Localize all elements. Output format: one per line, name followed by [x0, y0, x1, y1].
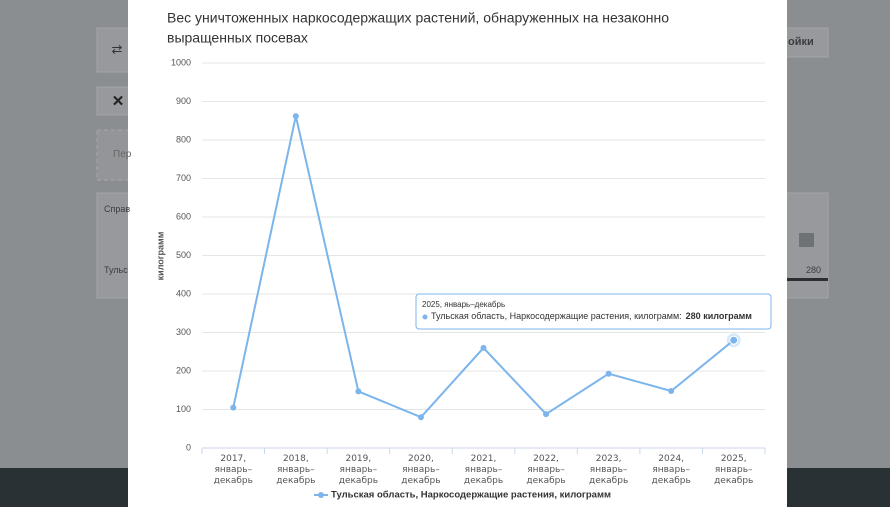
y-tick-label: 400 [176, 288, 191, 298]
tooltip-label: Тульская область, Наркосодержащие растен… [431, 311, 682, 321]
chart-title: Вес уничтоженных наркосодержащих растени… [167, 10, 669, 26]
data-point [480, 344, 487, 351]
tooltip-box [415, 293, 772, 330]
hover-point [729, 335, 739, 345]
icon: ✕ [112, 93, 125, 110]
row-line [760, 278, 828, 281]
x-tick-label: 2025, январь–декабрь [714, 454, 754, 486]
data-point [417, 414, 424, 421]
row-cell: 280 [806, 265, 822, 275]
data-point [292, 113, 299, 120]
icon [799, 233, 814, 247]
y-tick-label: 900 [176, 96, 191, 106]
legend-marker [318, 492, 324, 498]
y-tick-label: 700 [176, 173, 191, 183]
chart-title: выращенных посевах [167, 30, 308, 46]
x-tick-label: 2021, январь–декабрь [463, 454, 504, 486]
x-tick-label: 2024, январь–декабрь [651, 454, 691, 486]
data-point [355, 388, 362, 395]
x-tick-label: 2017, январь–декабрь [213, 454, 253, 486]
x-tick-label: 2022, январь–декабрь [526, 454, 566, 486]
y-tick-label: 0 [186, 442, 191, 452]
y-tick-label: 600 [176, 211, 191, 221]
tooltip-title: 2025, январь–декабрь [422, 300, 505, 309]
y-tick-label: 1000 [171, 57, 191, 67]
tooltip: 2025, январь–декабрь Тульская область, На… [415, 293, 772, 330]
modal [128, 0, 787, 507]
tooltip-text: Тульская область, Наркосодержащие растен… [431, 311, 752, 321]
icon: ⇄ [112, 41, 123, 56]
x-tick-label: 2020, январь–декабрь [401, 454, 441, 486]
data-point [668, 388, 675, 395]
y-tick-label: 800 [176, 134, 191, 144]
placeholder: Пер [113, 149, 132, 160]
y-tick-label: 300 [176, 327, 191, 337]
y-axis-label: килограмм [155, 231, 165, 280]
y-tick-label: 500 [176, 250, 191, 260]
legend-label: Тульская область, Наркосодержащие растен… [331, 490, 611, 501]
data-point [230, 404, 237, 411]
data-point [605, 370, 612, 377]
tooltip-value: 280 килограмм [686, 311, 753, 321]
y-tick-label: 100 [176, 404, 191, 414]
button-label: ойки [788, 36, 814, 48]
row-cell: Тульс [104, 265, 128, 275]
y-tick-label: 200 [176, 365, 191, 375]
header-cell: Справ [104, 204, 131, 214]
x-tick-label: 2019, январь–декабрь [338, 454, 379, 486]
data-point [543, 411, 550, 418]
x-tick-label: 2018, январь–декабрь [276, 454, 316, 486]
x-tick-label: 2023, январь–декабрь [588, 454, 629, 486]
tooltip-marker [422, 314, 428, 320]
